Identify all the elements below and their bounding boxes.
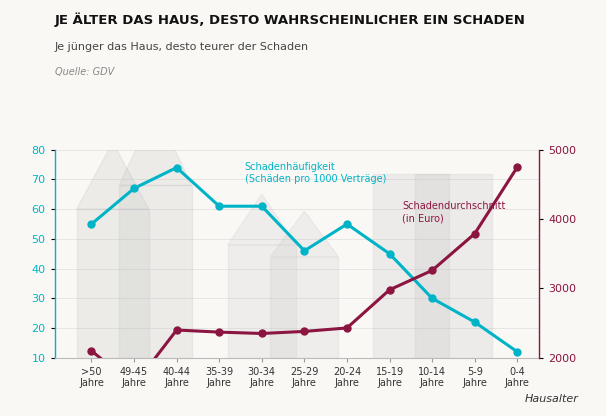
Bar <box>228 245 296 358</box>
Text: Schadendurchschnitt
(in Euro): Schadendurchschnitt (in Euro) <box>402 201 505 223</box>
Text: Schadenhäufigkeit
(Schäden pro 1000 Verträge): Schadenhäufigkeit (Schäden pro 1000 Vert… <box>245 162 386 184</box>
Text: Quelle: GDV: Quelle: GDV <box>55 67 114 77</box>
Bar <box>373 173 449 358</box>
Polygon shape <box>119 108 191 186</box>
X-axis label: Hausalter: Hausalter <box>524 394 578 404</box>
Polygon shape <box>76 142 149 209</box>
Polygon shape <box>228 194 296 245</box>
Bar <box>76 209 149 358</box>
Bar <box>270 257 339 358</box>
Text: Je jünger das Haus, desto teurer der Schaden: Je jünger das Haus, desto teurer der Sch… <box>55 42 308 52</box>
Polygon shape <box>270 211 339 257</box>
Bar <box>415 173 491 358</box>
Text: JE ÄLTER DAS HAUS, DESTO WAHRSCHEINLICHER EIN SCHADEN: JE ÄLTER DAS HAUS, DESTO WAHRSCHEINLICHE… <box>55 12 525 27</box>
Bar <box>119 186 191 358</box>
